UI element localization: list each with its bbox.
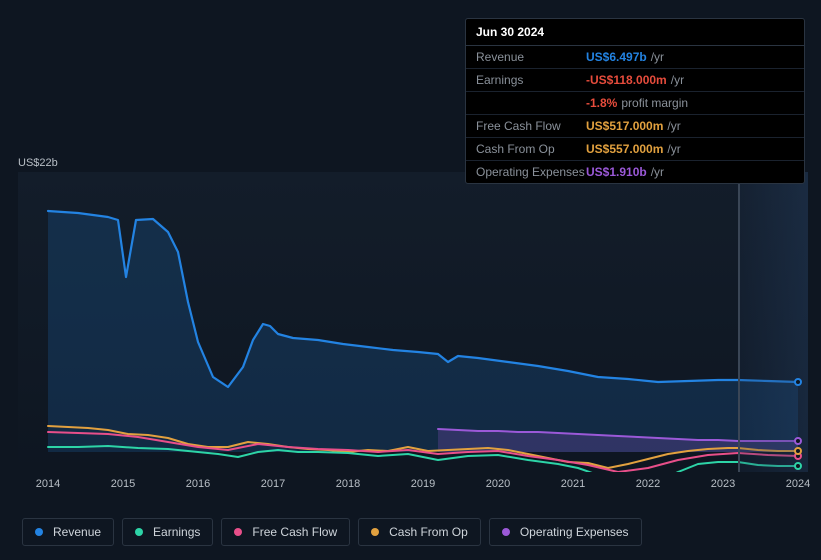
y-axis-label: US$22b — [18, 157, 58, 169]
tooltip-metric-label: Free Cash Flow — [476, 119, 586, 133]
revenue-end-marker — [794, 378, 802, 386]
x-axis-tick: 2018 — [336, 478, 360, 490]
legend-label: Operating Expenses — [520, 525, 629, 539]
legend-label: Earnings — [153, 525, 200, 539]
tooltip-metric-unit: /yr — [671, 73, 684, 87]
tooltip-metric-value: US$517.000m — [586, 119, 663, 133]
legend-dot-icon — [35, 528, 43, 536]
tooltip-metric-unit: profit margin — [621, 96, 688, 110]
operating_expenses-end-marker — [794, 437, 802, 445]
legend-item-cash_from_op[interactable]: Cash From Op — [358, 518, 481, 546]
revenue-area — [48, 211, 798, 452]
tooltip-metric-value: US$557.000m — [586, 142, 663, 156]
tooltip-date: Jun 30 2024 — [466, 19, 804, 46]
hover-tooltip: Jun 30 2024 RevenueUS$6.497b/yrEarnings-… — [465, 18, 805, 184]
x-axis: 2014 2015 2016 2017 2018 2019 2020 2021 2022 2023… — [18, 478, 808, 498]
legend-label: Free Cash Flow — [252, 525, 337, 539]
tooltip-row: -1.8% profit margin — [466, 92, 804, 115]
x-axis-tick: 2022 — [636, 478, 660, 490]
tooltip-metric-value: US$6.497b — [586, 50, 647, 64]
x-axis-tick: 2019 — [411, 478, 435, 490]
chart-plot[interactable] — [18, 172, 808, 472]
date-marker-line — [738, 172, 740, 472]
tooltip-rows: RevenueUS$6.497b/yrEarnings-US$118.000m/… — [466, 46, 804, 183]
tooltip-metric-label: Revenue — [476, 50, 586, 64]
x-axis-tick: 2020 — [486, 478, 510, 490]
legend-item-free_cash_flow[interactable]: Free Cash Flow — [221, 518, 350, 546]
tooltip-metric-value: -US$118.000m — [586, 73, 667, 87]
legend-item-earnings[interactable]: Earnings — [122, 518, 213, 546]
legend-item-revenue[interactable]: Revenue — [22, 518, 114, 546]
tooltip-metric-unit: /yr — [651, 165, 664, 179]
cash_from_op-end-marker — [794, 447, 802, 455]
legend-dot-icon — [502, 528, 510, 536]
tooltip-metric-unit: /yr — [667, 119, 680, 133]
legend-dot-icon — [234, 528, 242, 536]
x-axis-tick: 2017 — [261, 478, 285, 490]
tooltip-metric-unit: /yr — [651, 50, 664, 64]
tooltip-metric-label: Operating Expenses — [476, 165, 586, 179]
legend-label: Revenue — [53, 525, 101, 539]
tooltip-metric-value: -1.8% — [586, 96, 617, 110]
legend-item-operating_expenses[interactable]: Operating Expenses — [489, 518, 642, 546]
financials-chart: US$22bUS$0-US$2b 20142015201620172018201… — [18, 160, 808, 500]
tooltip-row: RevenueUS$6.497b/yr — [466, 46, 804, 69]
legend-dot-icon — [135, 528, 143, 536]
tooltip-metric-label: Earnings — [476, 73, 586, 87]
tooltip-metric-label: Cash From Op — [476, 142, 586, 156]
x-axis-tick: 2015 — [111, 478, 135, 490]
x-axis-tick: 2021 — [561, 478, 585, 490]
earnings-end-marker — [794, 462, 802, 470]
x-axis-tick: 2024 — [786, 478, 810, 490]
legend-label: Cash From Op — [389, 525, 468, 539]
legend-dot-icon — [371, 528, 379, 536]
tooltip-row: Earnings-US$118.000m/yr — [466, 69, 804, 92]
chart-svg — [18, 172, 808, 472]
tooltip-row: Free Cash FlowUS$517.000m/yr — [466, 115, 804, 138]
x-axis-tick: 2014 — [36, 478, 60, 490]
tooltip-metric-value: US$1.910b — [586, 165, 647, 179]
chart-legend: Revenue Earnings Free Cash Flow Cash From O… — [22, 518, 642, 546]
tooltip-row: Operating ExpensesUS$1.910b/yr — [466, 161, 804, 183]
x-axis-tick: 2023 — [711, 478, 735, 490]
tooltip-row: Cash From OpUS$557.000m/yr — [466, 138, 804, 161]
x-axis-tick: 2016 — [186, 478, 210, 490]
tooltip-metric-unit: /yr — [667, 142, 680, 156]
